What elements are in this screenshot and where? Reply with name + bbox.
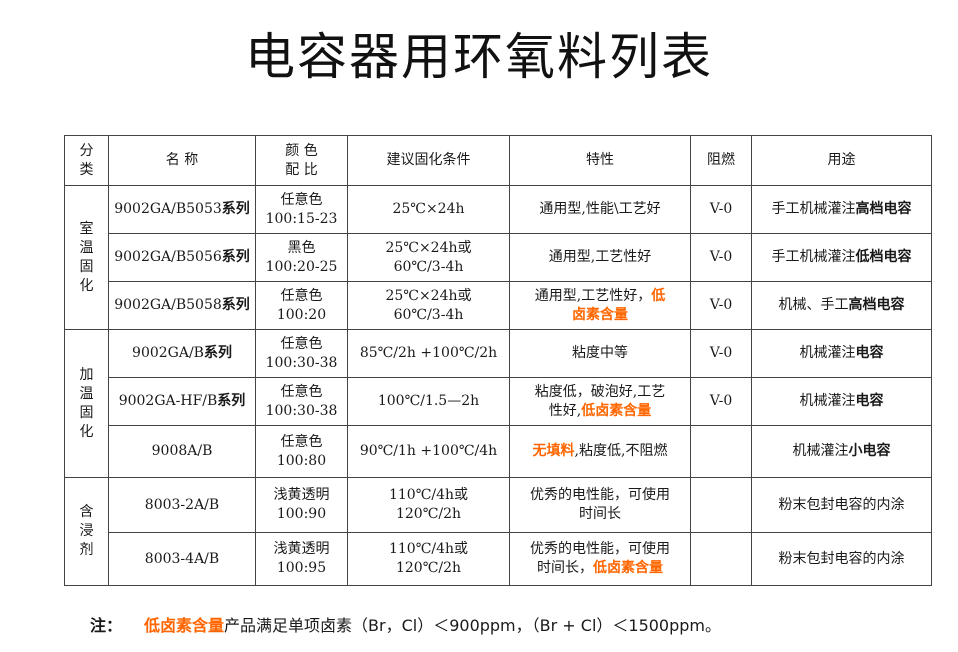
product-name: 9002GA/B系列: [108, 329, 256, 378]
usage: 手工机械灌注低档电容: [751, 233, 932, 282]
feature: 优秀的电性能，可使用 时间长，低卤素含量: [509, 532, 691, 586]
group-impregnant: 含浸剂: [64, 477, 109, 586]
table-row: 室温固化 9002GA/B5053系列 任意色 100:15-23 25℃×24h…: [64, 185, 932, 330]
product-name: 9002GA-HF/B系列: [108, 377, 256, 426]
header-flame: 阻燃: [690, 135, 752, 186]
feature: 优秀的电性能，可使用 时间长: [509, 477, 691, 533]
color-ratio: 任意色 100:20: [255, 281, 348, 330]
flame-rating: [690, 477, 752, 533]
feature: 通用型,工艺性好，低 卤素含量: [509, 281, 691, 330]
color-ratio: 任意色 100:80: [255, 425, 348, 478]
usage: 机械、手工高档电容: [751, 281, 932, 330]
color-ratio: 浅黄透明 100:95: [255, 532, 348, 586]
flame-rating: [690, 425, 752, 478]
product-name: 9008A/B: [108, 425, 256, 478]
color-ratio: 任意色 100:30-38: [255, 329, 348, 378]
footnote-highlight: 低卤素含量: [144, 616, 225, 635]
product-name: 9002GA/B5058系列: [108, 281, 256, 330]
flame-rating: V-0: [690, 329, 752, 378]
feature: 粘度中等: [509, 329, 691, 378]
group-room-temp-cure: 室温固化: [64, 185, 109, 330]
table-row: 9002GA/B5056系列 黑色 100:20-25 25℃×24h或 60℃/3…: [65, 233, 932, 282]
header-cure: 建议固化条件: [347, 135, 510, 186]
usage: 粉末包封电容的内涂: [751, 532, 932, 586]
feature: 粘度低，破泡好,工艺 性好,低卤素含量: [509, 377, 691, 426]
footnote: 注： 低卤素含量产品满足单项卤素（Br，Cl）＜900ppm，（Br + Cl）＜…: [90, 614, 721, 638]
flame-rating: V-0: [690, 281, 752, 330]
cure-condition: 90℃/1h +100℃/4h: [347, 425, 510, 478]
feature: 通用型,性能\工艺好: [509, 185, 691, 234]
color-ratio: 浅黄透明 100:90: [255, 477, 348, 533]
header-feature: 特性: [509, 135, 691, 186]
cure-condition: 25℃×24h或 60℃/3-4h: [347, 281, 510, 330]
flame-rating: V-0: [690, 233, 752, 282]
page-title: 电容器用环氧料列表: [245, 28, 713, 86]
usage: 粉末包封电容的内涂: [751, 477, 932, 533]
product-name: 8003-2A/B: [108, 477, 256, 533]
product-name: 8003-4A/B: [108, 532, 256, 586]
flame-rating: V-0: [690, 185, 752, 234]
header-name: 名 称: [108, 135, 256, 186]
group-heat-cure: 加温固化: [64, 329, 109, 478]
color-ratio: 任意色 100:30-38: [255, 377, 348, 426]
header-color-ratio: 颜 色配 比: [255, 135, 348, 186]
table-row: 9008A/B 任意色 100:80 90℃/1h +100℃/4h 无填料,粘度…: [65, 425, 932, 478]
footnote-label: 注：: [90, 616, 123, 635]
cure-condition: 85℃/2h +100℃/2h: [347, 329, 510, 378]
product-name: 9002GA/B5056系列: [108, 233, 256, 282]
epoxy-product-table: 分类 名 称 颜 色配 比 建议固化条件 特性 阻燃 用途 室温固化 9002G…: [64, 135, 932, 586]
header-usage: 用途: [751, 135, 932, 186]
table-row: 含浸剂 8003-2A/B 浅黄透明 100:90 110℃/4h或 120℃/2h…: [64, 477, 932, 586]
footnote-text: 产品满足单项卤素（Br，Cl）＜900ppm，（Br + Cl）＜1500ppm…: [224, 616, 722, 635]
flame-rating: [690, 532, 752, 586]
color-ratio: 任意色 100:15-23: [255, 185, 348, 234]
table-row: 加温固化 9002GA/B系列 任意色 100:30-38 85℃/2h +100…: [64, 329, 932, 478]
cure-condition: 25℃×24h或 60℃/3-4h: [347, 233, 510, 282]
table-row: 9002GA-HF/B系列 任意色 100:30-38 100℃/1.5—2h 粘…: [65, 377, 932, 426]
product-name: 9002GA/B5053系列: [108, 185, 256, 234]
table-row: 8003-4A/B 浅黄透明 100:95 110℃/4h或 120℃/2h 优秀的…: [65, 532, 932, 586]
usage: 手工机械灌注高档电容: [751, 185, 932, 234]
table-header-row: 分类 名 称 颜 色配 比 建议固化条件 特性 阻燃 用途: [64, 135, 932, 186]
table-row: 9002GA/B5058系列 任意色 100:20 25℃×24h或 60℃/3-4…: [65, 281, 932, 330]
cure-condition: 110℃/4h或 120℃/2h: [347, 532, 510, 586]
cure-condition: 25℃×24h: [347, 185, 510, 234]
usage: 机械灌注电容: [751, 329, 932, 378]
cure-condition: 110℃/4h或 120℃/2h: [347, 477, 510, 533]
usage: 机械灌注电容: [751, 377, 932, 426]
flame-rating: V-0: [690, 377, 752, 426]
feature: 通用型,工艺性好: [509, 233, 691, 282]
header-category: 分类: [64, 135, 109, 186]
cure-condition: 100℃/1.5—2h: [347, 377, 510, 426]
color-ratio: 黑色 100:20-25: [255, 233, 348, 282]
feature: 无填料,粘度低,不阻燃: [509, 425, 691, 478]
usage: 机械灌注小电容: [751, 425, 932, 478]
